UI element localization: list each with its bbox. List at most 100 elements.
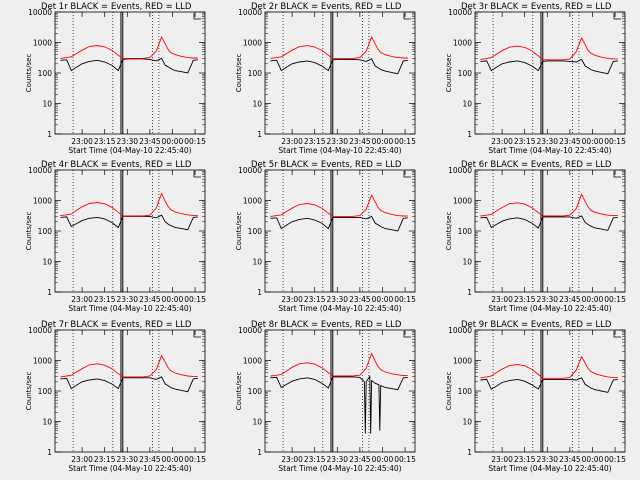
legend-marker [193, 331, 201, 338]
x-tick-label: 23:15 [304, 137, 326, 146]
x-tick-label: 00:00 [372, 455, 394, 464]
x-tick-label: 00:00 [372, 137, 394, 146]
y-axis-label: Counts/sec [445, 212, 453, 251]
x-tick-label: 23:15 [94, 295, 116, 304]
y-tick-label: 1 [467, 288, 472, 297]
series-line-events [270, 58, 408, 75]
y-tick-label: 10 [42, 418, 52, 427]
y-tick-label: 10 [462, 258, 472, 267]
series-line-lld [480, 355, 618, 379]
y-tick-label: 1 [257, 130, 262, 139]
plot-frame [54, 169, 206, 293]
y-tick-label: 10000 [238, 8, 262, 17]
x-tick-label: 23:00 [491, 295, 513, 304]
y-tick-label: 1 [257, 288, 262, 297]
x-tick-label: 23:00 [71, 295, 93, 304]
y-axis-label: Counts/sec [445, 372, 453, 411]
x-tick-label: 00:15 [184, 137, 206, 146]
y-tick-label: 1 [47, 448, 52, 457]
x-tick-label: 23:45 [559, 295, 581, 304]
x-tick-label: 23:30 [116, 455, 138, 464]
x-axis-label: Start Time (04-May-10 22:45:40) [488, 304, 611, 313]
chart-title: Det 7r BLACK = Events, RED = LLD [41, 320, 192, 330]
series-line-lld [270, 352, 408, 377]
chart-title: Det 4r BLACK = Events, RED = LLD [41, 160, 192, 170]
x-tick-label: 00:15 [604, 455, 626, 464]
y-tick-label: 1 [47, 130, 52, 139]
y-tick-label: 1000 [243, 197, 262, 206]
x-tick-label: 00:15 [184, 455, 206, 464]
series-line-lld [270, 194, 408, 217]
series-line-events [270, 215, 408, 232]
y-tick-label: 10000 [238, 326, 262, 335]
x-tick-label: 00:15 [394, 455, 416, 464]
x-tick-label: 23:00 [281, 295, 303, 304]
x-axis-label: Start Time (04-May-10 22:45:40) [68, 304, 191, 313]
x-tick-label: 23:00 [491, 137, 513, 146]
x-tick-label: 00:15 [394, 295, 416, 304]
y-tick-label: 100 [458, 387, 473, 396]
series-line-events [480, 215, 618, 231]
x-tick-label: 00:00 [582, 295, 604, 304]
y-tick-label: 10000 [238, 166, 262, 175]
y-axis-label: Counts/sec [25, 372, 33, 411]
y-tick-label: 100 [38, 387, 53, 396]
x-tick-label: 00:00 [582, 455, 604, 464]
x-axis-label: Start Time (04-May-10 22:45:40) [488, 464, 611, 473]
x-tick-label: 23:30 [116, 295, 138, 304]
y-tick-label: 1000 [243, 39, 262, 48]
y-tick-label: 10000 [28, 8, 52, 17]
series-line-events [60, 376, 198, 393]
x-tick-label: 23:15 [514, 295, 536, 304]
y-tick-label: 100 [38, 69, 53, 78]
x-axis-label: Start Time (04-May-10 22:45:40) [278, 464, 401, 473]
y-tick-label: 1000 [33, 357, 52, 366]
x-tick-label: 23:15 [94, 137, 116, 146]
y-tick-label: 10 [462, 418, 472, 427]
series-line-lld [60, 36, 198, 59]
y-tick-label: 10 [252, 100, 262, 109]
x-tick-label: 00:00 [162, 455, 184, 464]
y-tick-label: 100 [458, 69, 473, 78]
x-tick-label: 23:15 [304, 295, 326, 304]
y-tick-label: 1 [47, 288, 52, 297]
x-tick-label: 00:00 [582, 137, 604, 146]
series-line-events [60, 214, 198, 231]
legend-marker [193, 171, 201, 178]
chart-panel-6: Det 6r BLACK = Events, RED = LLD 1 10 100 10… [445, 160, 626, 313]
x-tick-label: 23:15 [514, 455, 536, 464]
y-axis-label: Counts/sec [25, 54, 33, 93]
chart-title: Det 5r BLACK = Events, RED = LLD [251, 160, 402, 170]
y-tick-label: 1000 [453, 39, 472, 48]
series-line-lld [60, 192, 198, 217]
x-tick-label: 23:15 [94, 455, 116, 464]
y-tick-label: 1000 [243, 357, 262, 366]
y-tick-label: 100 [248, 69, 263, 78]
y-tick-label: 1 [467, 448, 472, 457]
x-tick-label: 23:45 [139, 137, 161, 146]
y-tick-label: 10000 [448, 326, 472, 335]
y-tick-label: 10 [42, 100, 52, 109]
chart-panel-1: Det 1r BLACK = Events, RED = LLD 1 10 100 10… [25, 2, 206, 155]
legend-marker [613, 13, 621, 20]
x-tick-label: 23:45 [349, 455, 371, 464]
x-axis-label: Start Time (04-May-10 22:45:40) [68, 464, 191, 473]
y-axis-label: Counts/sec [235, 212, 243, 251]
x-tick-label: 00:00 [162, 295, 184, 304]
y-tick-label: 10 [42, 258, 52, 267]
series-line-lld [480, 193, 618, 217]
x-tick-label: 00:15 [184, 295, 206, 304]
y-axis-label: Counts/sec [445, 54, 453, 93]
x-tick-label: 23:30 [116, 137, 138, 146]
x-tick-label: 23:45 [139, 295, 161, 304]
legend-marker [403, 331, 411, 338]
y-tick-label: 1000 [453, 357, 472, 366]
y-tick-label: 100 [248, 227, 263, 236]
series-line-events [60, 57, 198, 74]
y-tick-label: 100 [458, 227, 473, 236]
series-line-events [480, 58, 618, 75]
x-tick-label: 23:45 [139, 455, 161, 464]
plot-frame [54, 11, 206, 135]
y-tick-label: 1000 [33, 39, 52, 48]
